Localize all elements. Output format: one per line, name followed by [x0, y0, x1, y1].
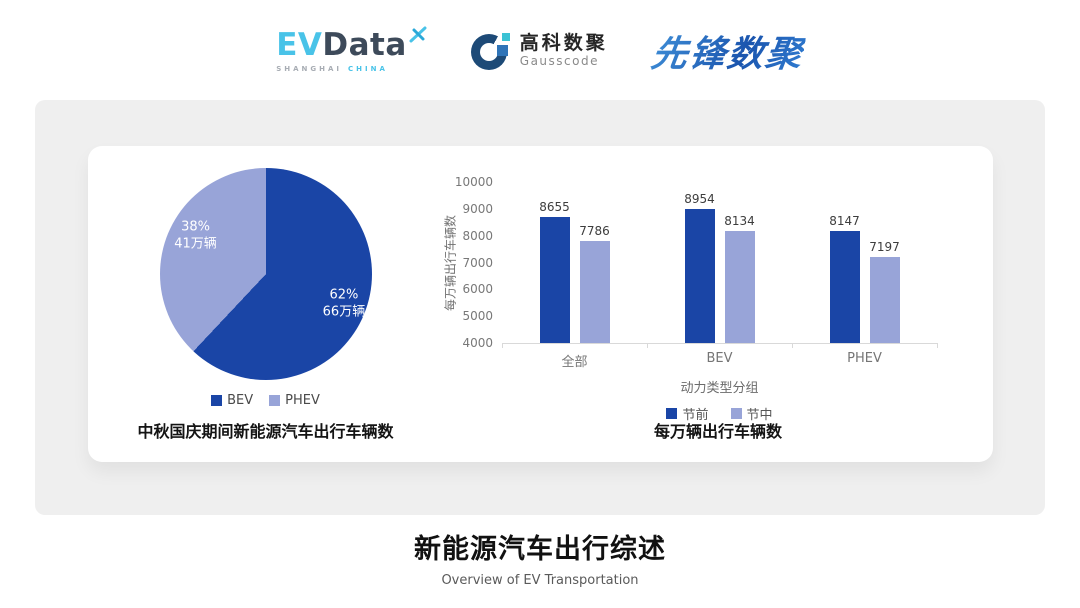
bar-group: 8655 7786 [502, 182, 647, 343]
y-tick-label: 6000 [462, 282, 493, 297]
pie-legend-item: PHEV [269, 393, 320, 408]
bar-plot-area: 4000 5000 6000 7000 8000 9000 10000 每万辆出行车辆数 8… [444, 176, 938, 349]
bar-value-label: 8655 [539, 200, 570, 215]
x-axis-tick [937, 343, 938, 348]
bar [684, 209, 715, 343]
pie-phev-value: 41万辆 [174, 236, 217, 252]
x-axis-title: 动力类型分组 [680, 381, 759, 396]
evdata-logo: EV Data SHANGHAI CHINA [276, 26, 427, 73]
pie-label-phev: 38% 41万辆 [174, 218, 217, 253]
pie-label-bev: 62% 66万辆 [323, 286, 366, 321]
bar-group: 8954 8134 [647, 182, 792, 343]
bar [579, 240, 610, 343]
content-panel: 38% 41万辆 62% 66万辆 BEV PHEV 中秋国庆期间新能源汽车出行车… [35, 100, 1045, 515]
y-tick-label: 7000 [462, 255, 493, 270]
y-axis-ticks: 4000 5000 6000 7000 8000 9000 10000 [449, 176, 493, 349]
evdata-ev-text: EV [276, 26, 323, 63]
y-tick-label: 8000 [462, 228, 493, 243]
bar-value-label: 7786 [579, 223, 610, 238]
pie-chart-title: 中秋国庆期间新能源汽车出行车辆数 [137, 422, 394, 441]
bar-chart-section: 4000 5000 6000 7000 8000 9000 10000 每万辆出行车辆数 8… [443, 146, 993, 462]
bar-value-label: 8134 [724, 214, 755, 229]
charts-card: 38% 41万辆 62% 66万辆 BEV PHEV 中秋国庆期间新能源汽车出行车… [88, 146, 993, 462]
bar [869, 256, 900, 343]
bar-chart: 4000 5000 6000 7000 8000 9000 10000 每万辆出行车辆数 8… [444, 176, 938, 423]
bar-wrapper: 8655 [539, 200, 570, 343]
bar-value-label: 8147 [829, 214, 860, 228]
bar-value-label: 7197 [869, 239, 900, 254]
x-axis-tick [791, 343, 793, 348]
category-label: BEV [706, 351, 733, 366]
x-axis-tick [646, 343, 648, 348]
legend-label: 节前 [682, 408, 709, 423]
legend-label: 节中 [746, 408, 773, 423]
y-tick-label: 9000 [462, 201, 493, 216]
gausscode-logo: 高科数聚 Gausscode [470, 31, 608, 71]
y-tick-label: 5000 [462, 309, 493, 324]
bar-wrapper: 7786 [579, 224, 610, 343]
gausscode-bar-shape [496, 45, 508, 56]
page-title: 新能源汽车出行综述 [414, 534, 666, 565]
bar [539, 217, 570, 343]
evdata-data-text: Data [322, 26, 407, 63]
pie-chart-section: 38% 41万辆 62% 66万辆 BEV PHEV 中秋国庆期间新能源汽车出行车… [88, 146, 443, 462]
bar-legend: 节前 节中 [502, 404, 937, 423]
x-axis-category-labels: 全部 BEV PHEV [502, 351, 937, 370]
gausscode-en-text: Gausscode [519, 54, 599, 69]
pie-legend-item: BEV [211, 393, 253, 408]
pie-legend: BEV PHEV [211, 393, 320, 408]
bar-wrapper: 7197 [869, 240, 900, 343]
legend-swatch [211, 395, 223, 406]
bar-group: 8147 7197 [792, 182, 937, 343]
pie-chart: 38% 41万辆 62% 66万辆 [159, 168, 372, 380]
bar [829, 231, 860, 343]
gausscode-wordmark: 高科数聚 Gausscode [519, 32, 608, 69]
gausscode-cn-text: 高科数聚 [519, 32, 608, 55]
gausscode-icon [470, 31, 511, 71]
bar-wrapper: 8134 [724, 214, 755, 343]
bar-wrapper: 8954 [684, 192, 715, 343]
category-label: PHEV [847, 351, 882, 366]
pie-phev-percent: 38% [181, 219, 210, 235]
legend-swatch [666, 408, 678, 419]
gausscode-dot-shape [501, 33, 510, 41]
evdata-tagline-china: CHINA [348, 64, 388, 73]
bar [724, 231, 755, 343]
category-label: 全部 [561, 355, 588, 370]
legend-label: BEV [227, 393, 254, 408]
xianfeng-logo: 先锋数聚 [648, 25, 807, 77]
evdata-spark-icon [409, 26, 427, 47]
bar-legend-item: 节中 [730, 404, 773, 423]
x-axis-tick [502, 343, 503, 348]
pie-bev-percent: 62% [329, 287, 359, 303]
pie-bev-value: 66万辆 [322, 304, 366, 320]
legend-swatch [269, 395, 281, 406]
bar-value-label: 8954 [684, 192, 715, 207]
bar-chart-title: 每万辆出行车辆数 [653, 422, 782, 441]
footer: 新能源汽车出行综述 Overview of EV Transportation [0, 527, 1080, 588]
evdata-tagline: SHANGHAI CHINA [276, 65, 427, 73]
header-logos: EV Data SHANGHAI CHINA [0, 16, 1080, 86]
y-tick-label: 10000 [454, 175, 493, 189]
legend-swatch [730, 408, 742, 419]
legend-label: PHEV [285, 393, 320, 408]
evdata-tagline-shanghai: SHANGHAI [276, 64, 343, 73]
y-tick-label: 4000 [462, 336, 493, 350]
y-axis-title: 每万辆出行车辆数 [443, 214, 458, 311]
evdata-wordmark: EV Data [276, 26, 427, 63]
bar-wrapper: 8147 [829, 214, 860, 343]
page-subtitle: Overview of EV Transportation [441, 573, 639, 588]
bar-legend-item: 节前 [666, 404, 709, 423]
